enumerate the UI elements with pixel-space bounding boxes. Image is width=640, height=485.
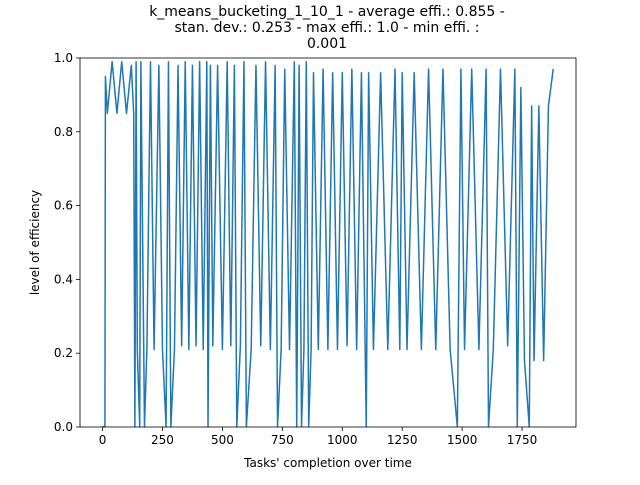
title-line-2: stan. dev.: 0.253 - max effi.: 1.0 - min… <box>174 20 479 36</box>
x-tick-label: 1000 <box>327 433 358 447</box>
title-line-1: k_means_bucketing_1_10_1 - average effi.… <box>149 4 505 20</box>
title-line-3: 0.001 <box>307 36 347 52</box>
x-tick-label: 750 <box>271 433 294 447</box>
y-axis-ticks: 0.0 0.2 0.4 0.6 0.8 1.0 <box>54 51 80 434</box>
x-tick-label: 500 <box>211 433 234 447</box>
efficiency-series-line <box>102 60 554 428</box>
chart-title: k_means_bucketing_1_10_1 - average effi.… <box>149 4 505 52</box>
x-tick-label: 250 <box>151 433 174 447</box>
y-tick-label: 0.0 <box>54 420 73 434</box>
x-axis-ticks: 0 250 500 750 1000 1250 1500 1750 <box>99 427 538 447</box>
plot-area <box>79 57 577 428</box>
y-tick-label: 1.0 <box>54 51 73 65</box>
y-tick-label: 0.2 <box>54 346 73 360</box>
plot-frame <box>79 57 577 428</box>
y-tick-label: 0.8 <box>54 125 73 139</box>
x-tick-label: 1750 <box>507 433 538 447</box>
y-axis-label: level of efficiency <box>28 190 42 295</box>
x-tick-label: 0 <box>99 433 107 447</box>
y-tick-label: 0.6 <box>54 199 73 213</box>
y-tick-label: 0.4 <box>54 272 73 286</box>
x-tick-label: 1250 <box>387 433 418 447</box>
x-tick-label: 1500 <box>447 433 478 447</box>
x-axis-label: Tasks' completion over time <box>243 456 412 470</box>
